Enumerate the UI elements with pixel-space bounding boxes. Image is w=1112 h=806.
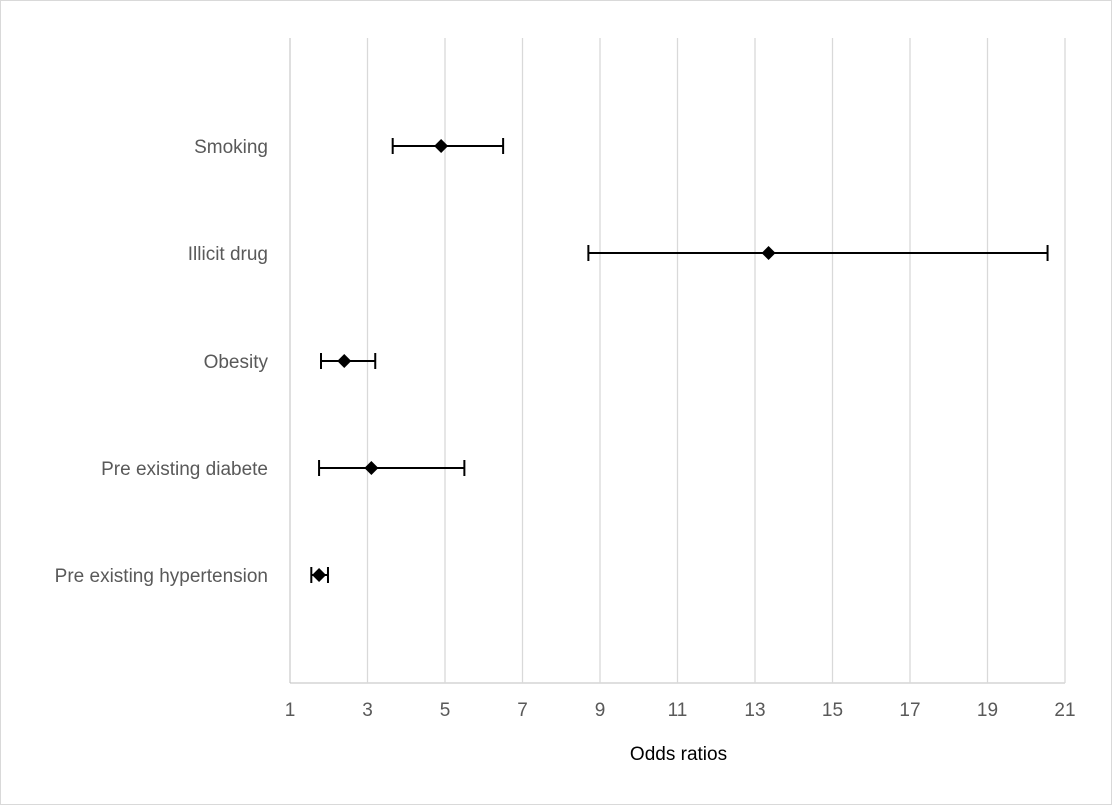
- x-tick-label: 9: [595, 700, 606, 721]
- odds-ratio-point: [337, 354, 352, 368]
- data-marks: [310, 138, 1049, 583]
- x-axis-title: Odds ratios: [630, 744, 727, 765]
- category-label: Pre existing diabete: [101, 459, 268, 480]
- x-tick-label: 7: [517, 700, 528, 721]
- x-tick-label: 13: [744, 700, 765, 721]
- x-tick-label: 1: [285, 700, 296, 721]
- forest-row: [391, 138, 505, 154]
- forest-row: [318, 460, 466, 476]
- category-label: Smoking: [194, 137, 268, 158]
- gridlines: [289, 38, 1066, 684]
- odds-ratio-point: [364, 461, 379, 475]
- x-tick-label: 17: [899, 700, 920, 721]
- forest-row: [587, 245, 1049, 261]
- category-label: Obesity: [204, 352, 269, 373]
- x-tick-label: 15: [822, 700, 843, 721]
- x-tick-label: 3: [362, 700, 373, 721]
- x-tick-label: 11: [668, 700, 688, 721]
- x-tick-label: 19: [977, 700, 998, 721]
- forest-row: [310, 567, 329, 583]
- category-labels: Smoking Illicit drug Obesity Pre existing d…: [55, 137, 269, 587]
- category-label: Illicit drug: [188, 244, 268, 265]
- x-tick-label: 5: [440, 700, 451, 721]
- odds-ratio-point: [312, 568, 327, 582]
- odds-ratio-point: [434, 139, 449, 153]
- odds-ratio-point: [761, 246, 776, 260]
- category-label: Pre existing hypertension: [55, 566, 268, 587]
- forest-row: [320, 353, 377, 369]
- x-tick-labels: 1 3 5 7 9 11 13 15 17 19 21: [285, 700, 1076, 721]
- x-tick-label: 21: [1054, 700, 1075, 721]
